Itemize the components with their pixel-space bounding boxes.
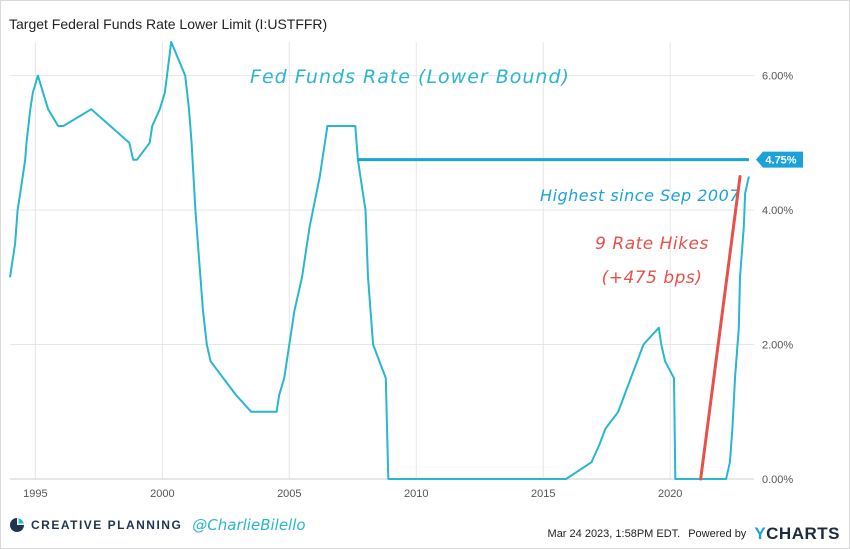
y-tick-label: 0.00%	[762, 474, 793, 486]
x-tick-label: 2000	[150, 488, 174, 500]
chart-title: Fed Funds Rate (Lower Bound)	[250, 66, 570, 88]
powered-by-label: Powered by	[688, 528, 747, 540]
y-tick-label: 4.00%	[762, 205, 793, 217]
last-value-label: 4.75%	[765, 155, 796, 167]
x-tick-label: 2005	[277, 488, 301, 500]
timestamp: Mar 24 2023, 1:58PM EDT.	[547, 528, 681, 540]
page-title: Target Federal Funds Rate Lower Limit (I…	[9, 16, 328, 32]
last-value-badge	[756, 151, 803, 168]
author-handle: @CharlieBilello	[192, 516, 306, 534]
ycharts-logo-rest: CHARTS	[766, 524, 840, 543]
footer-right: Mar 24 2023, 1:58PM EDT. Powered by YCHA…	[548, 524, 840, 544]
x-tick-label: 2020	[658, 488, 682, 500]
brand-name: CREATIVE PLANNING	[31, 518, 183, 532]
creative-planning-logo-icon	[10, 518, 24, 532]
x-tick-label: 2010	[404, 488, 428, 500]
footer-brand: CREATIVE PLANNING @CharlieBilello	[9, 516, 306, 534]
highest-since-label: Highest since Sep 2007	[540, 186, 740, 205]
ycharts-logo: YCHARTS	[754, 524, 840, 544]
y-tick-label: 6.00%	[762, 71, 793, 83]
x-tick-label: 1995	[23, 488, 47, 500]
ycharts-logo-y: Y	[754, 524, 767, 543]
rate-hikes-bps-label: (+475 bps)	[602, 268, 703, 288]
x-tick-label: 2015	[531, 488, 555, 500]
series-line	[9, 41, 750, 480]
rate-hikes-line	[699, 174, 742, 481]
rate-hikes-label: 9 Rate Hikes	[595, 234, 709, 254]
y-tick-label: 2.00%	[762, 340, 793, 352]
